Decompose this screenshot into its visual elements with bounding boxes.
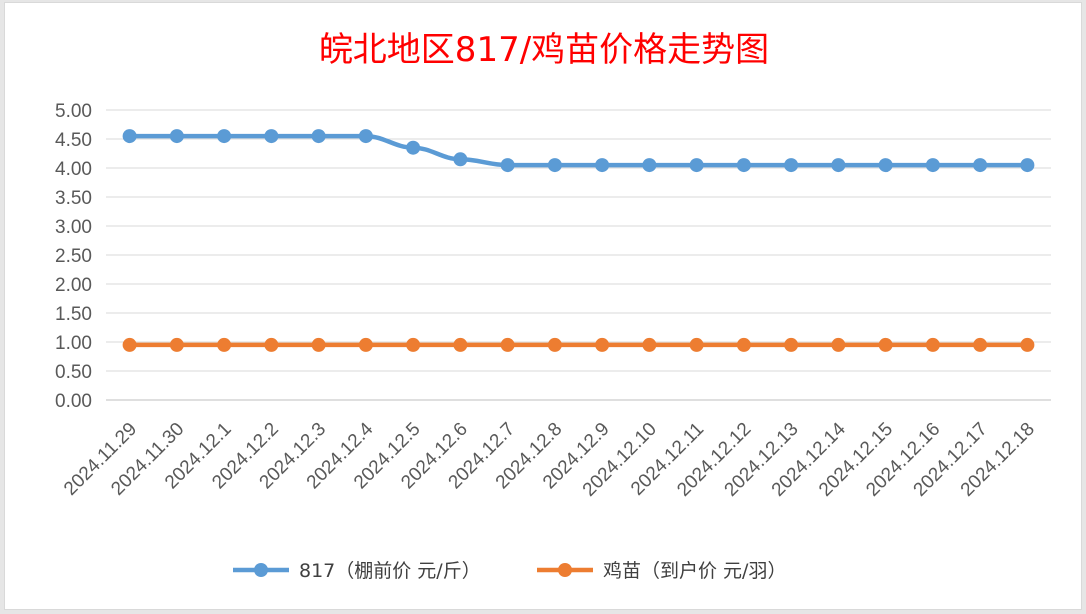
y-tick-label: 2.00 xyxy=(55,275,92,296)
data-point xyxy=(547,158,562,173)
data-point xyxy=(500,337,515,352)
data-point xyxy=(358,337,373,352)
data-point xyxy=(642,158,657,173)
y-tick-label: 4.00 xyxy=(55,159,92,180)
data-point xyxy=(500,158,515,173)
legend-label: 鸡苗（到户价 元/羽） xyxy=(603,560,786,582)
data-point xyxy=(453,337,468,352)
x-axis-ticks: 2024.11.292024.11.302024.12.12024.12.220… xyxy=(60,418,1039,500)
legend-marker xyxy=(558,563,572,577)
data-point xyxy=(831,337,846,352)
data-point xyxy=(736,337,751,352)
data-point xyxy=(595,158,610,173)
data-point xyxy=(784,158,799,173)
data-point xyxy=(1020,337,1035,352)
y-tick-label: 4.50 xyxy=(55,130,92,151)
data-point xyxy=(122,337,137,352)
data-point xyxy=(311,337,326,352)
data-point xyxy=(784,337,799,352)
legend-item-2: 鸡苗（到户价 元/羽） xyxy=(537,560,786,582)
data-point xyxy=(406,337,421,352)
data-point xyxy=(595,337,610,352)
data-point xyxy=(547,337,562,352)
data-point xyxy=(689,337,704,352)
y-axis-ticks: 0.00 0.50 1.00 1.50 2.00 2.50 3.00 3.50 4.00 4.50… xyxy=(55,101,92,412)
gridlines xyxy=(106,109,1051,401)
series-2 xyxy=(122,337,1035,352)
data-point xyxy=(925,337,940,352)
series-lines xyxy=(122,129,1035,352)
legend-marker xyxy=(254,563,268,577)
data-point xyxy=(1020,158,1035,173)
legend: 817（棚前价 元/斤） 鸡苗（到户价 元/羽） xyxy=(233,560,786,582)
data-point xyxy=(831,158,846,173)
y-tick-label: 5.00 xyxy=(55,101,92,122)
data-point xyxy=(264,129,279,144)
data-point xyxy=(973,158,988,173)
data-point xyxy=(736,158,751,173)
series-line xyxy=(127,133,1030,168)
chart-title: 皖北地区817/鸡苗价格走势图 xyxy=(319,30,769,70)
data-point xyxy=(122,129,137,144)
legend-item-1: 817（棚前价 元/斤） xyxy=(233,560,481,582)
data-point xyxy=(925,158,940,173)
y-tick-label: 0.50 xyxy=(55,362,92,383)
data-point xyxy=(973,337,988,352)
y-tick-label: 0.00 xyxy=(55,391,92,412)
line-chart: 皖北地区817/鸡苗价格走势图 0.00 0.50 1.00 1.50 2.00 2.50… xyxy=(55,30,1051,582)
chart-frame: 皖北地区817/鸡苗价格走势图 0.00 0.50 1.00 1.50 2.00 2.50… xyxy=(4,2,1082,610)
data-point xyxy=(453,152,468,167)
data-point xyxy=(878,337,893,352)
data-point xyxy=(217,129,232,144)
data-point xyxy=(358,129,373,144)
data-point xyxy=(406,140,421,155)
data-point xyxy=(264,337,279,352)
legend-label: 817（棚前价 元/斤） xyxy=(299,560,481,582)
data-point xyxy=(217,337,232,352)
data-point xyxy=(642,337,657,352)
y-tick-label: 3.00 xyxy=(55,217,92,238)
data-point xyxy=(169,129,184,144)
y-tick-label: 1.50 xyxy=(55,304,92,325)
data-point xyxy=(878,158,893,173)
y-tick-label: 1.00 xyxy=(55,333,92,354)
y-tick-label: 2.50 xyxy=(55,246,92,267)
data-point xyxy=(311,129,326,144)
data-point xyxy=(689,158,704,173)
data-point xyxy=(169,337,184,352)
y-tick-label: 3.50 xyxy=(55,188,92,209)
series-1 xyxy=(122,129,1035,173)
